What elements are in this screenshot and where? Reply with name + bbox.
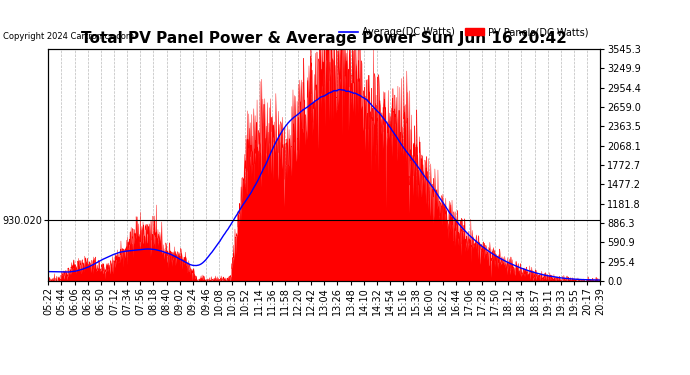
Title: Total PV Panel Power & Average Power Sun Jun 16 20:42: Total PV Panel Power & Average Power Sun… <box>81 31 567 46</box>
Legend: Average(DC Watts), PV Panels(DC Watts): Average(DC Watts), PV Panels(DC Watts) <box>335 23 593 41</box>
Text: Copyright 2024 Cartronics.com: Copyright 2024 Cartronics.com <box>3 32 135 41</box>
